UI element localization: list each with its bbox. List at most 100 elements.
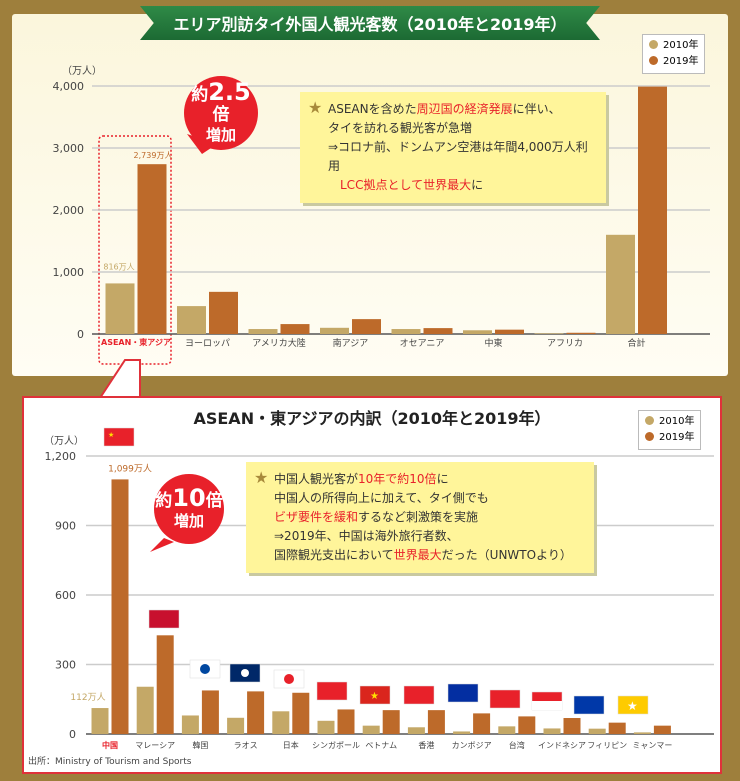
value-label-2019: 2,739万人: [134, 151, 173, 160]
legend-dot-2010: [649, 40, 658, 49]
bar-2019: [608, 722, 626, 734]
note-text: に: [436, 472, 449, 486]
x-tick-label: 合計: [627, 337, 645, 349]
bar-2019: [201, 690, 219, 734]
bar-2010: [177, 306, 206, 334]
asean-breakdown-panel: ASEAN・東アジアの内訳（2010年と2019年） （万人） 0 300 600 900…: [22, 396, 722, 774]
star-icon: ★: [308, 98, 323, 117]
note-line: 中国人の所得向上に加えて、タイ側でも: [274, 489, 584, 508]
bubble-suffix: 倍: [205, 490, 223, 511]
x-tick-label: 台湾: [509, 740, 525, 750]
note-text: LCC拠点として世界最大: [328, 178, 472, 192]
note-text: 10年で約10倍: [358, 472, 437, 486]
bubble-tail: [150, 538, 174, 552]
x-tick-label: 南アジア: [333, 337, 369, 349]
note-text: 周辺国の経済発展: [416, 102, 513, 116]
bar-2010: [248, 329, 278, 334]
bar-2010: [543, 728, 561, 734]
bar-2010: [181, 715, 199, 734]
y-tick-label: 3,000: [53, 142, 85, 155]
area-bar-chart: （万人） 0 1,000 2,000 3,000 4,000 ASEAN・東アジア ヨーロッパ…: [53, 65, 710, 365]
note-text: 国際観光支出において: [274, 548, 394, 562]
note-line: タイを訪れる観光客が急増: [328, 119, 596, 138]
x-tick-label: アメリカ大陸: [252, 337, 306, 349]
x-tick-label: 日本: [283, 740, 299, 750]
legend-item-2010: 2010年: [649, 38, 698, 54]
y-tick-label: 2,000: [53, 204, 85, 217]
bar-2019: [337, 709, 355, 734]
legend-label-2019: 2019年: [663, 56, 699, 67]
note-text: するなど刺激策を実施: [358, 510, 479, 524]
bar-2019: [156, 635, 174, 734]
bubble-number: 2.5: [208, 77, 251, 106]
growth-bubble-10x: 約10倍 増加: [154, 474, 224, 544]
bar-2019: [280, 324, 310, 334]
y-tick-label: 0: [69, 728, 76, 741]
flag-circle-icon: [241, 669, 249, 677]
bar-2010: [453, 731, 471, 734]
bar-2019: [427, 710, 445, 734]
y-tick-label: 1,000: [53, 266, 85, 279]
bubble-line2: 増加: [173, 511, 204, 530]
bar-2010: [320, 327, 349, 334]
growth-bubble-2-5x: 約2.5倍 増加: [184, 76, 258, 150]
y-tick-label: 300: [55, 659, 76, 672]
bottom-legend: 2010年 2019年: [638, 410, 702, 450]
bar-2010: [362, 725, 380, 734]
flag-stripe: [532, 701, 562, 710]
bar-2019: [382, 710, 400, 734]
source-note: 出所：Ministry of Tourism and Sports: [28, 757, 192, 767]
bar-2019: [352, 319, 381, 334]
bubble-suffix: 倍: [212, 104, 230, 125]
note-text: ASEANを含めた: [328, 102, 417, 116]
star-icon: ★: [254, 468, 269, 487]
bar-2010: [588, 728, 606, 734]
x-tick-label: ベトナム: [365, 741, 397, 750]
legend-dot-2010: [645, 416, 654, 425]
x-tick-label: 香港: [418, 740, 434, 750]
bar-2019: [518, 716, 536, 734]
x-tick-label: 中東: [484, 337, 502, 349]
x-tick-label: アフリカ: [547, 338, 583, 349]
bar-2019: [247, 691, 265, 734]
value-label-2010: 112万人: [70, 692, 105, 703]
x-tick-label: オセアニア: [400, 338, 445, 349]
bar-2019: [495, 329, 524, 334]
y-axis-unit: （万人）: [44, 435, 84, 447]
legend-label-2010: 2010年: [659, 416, 695, 427]
bar-2010: [91, 708, 109, 734]
flag-hongkong-icon: [403, 685, 435, 705]
legend-item-2010: 2010年: [645, 414, 694, 430]
note-line: 中国人観光客が10年で約10倍に: [274, 470, 584, 489]
legend-label-2019: 2019年: [659, 432, 695, 443]
bar-2019: [209, 291, 238, 334]
bar-2010: [391, 329, 421, 334]
flag-philippines-icon: [573, 695, 605, 715]
y-tick-label: 4,000: [53, 80, 85, 93]
value-label-2010: 816万人: [103, 262, 134, 271]
bottom-note-box: ★ 中国人観光客が10年で約10倍に 中国人の所得向上に加えて、タイ側でも ビザ要件を…: [246, 462, 594, 573]
x-tick-label: インドネシア: [538, 741, 586, 750]
x-tick-label: ラオス: [234, 741, 258, 750]
x-tick-label: 韓国: [192, 740, 208, 750]
note-text: だった（UNWTOより）: [441, 548, 572, 562]
bar-2010: [606, 234, 635, 334]
note-line: ASEANを含めた周辺国の経済発展に伴い、: [328, 100, 596, 119]
x-tick-label: シンガポール: [312, 740, 360, 750]
bar-2019: [423, 328, 453, 334]
bar-2010: [534, 333, 564, 334]
note-text: に: [471, 178, 484, 192]
flag-circle-icon: [200, 664, 210, 674]
asean-bar-chart: ASEAN・東アジアの内訳（2010年と2019年） （万人） 0 300 600 900…: [44, 409, 714, 750]
y-tick-label: 1,200: [45, 450, 77, 463]
note-text: 世界最大: [393, 548, 442, 562]
flag-malaysia-icon: [148, 609, 180, 629]
x-tick-label: カンボジア: [452, 741, 492, 750]
top-legend: 2010年 2019年: [642, 34, 706, 74]
bar-2010: [317, 720, 335, 734]
x-tick-label: ヨーロッパ: [185, 338, 230, 349]
flag-star-icon: ★: [627, 699, 638, 713]
y-tick-label: 0: [77, 328, 84, 341]
bar-2019: [473, 713, 491, 734]
note-text: 中国人の所得向上に加えて、タイ側でも: [274, 491, 489, 505]
